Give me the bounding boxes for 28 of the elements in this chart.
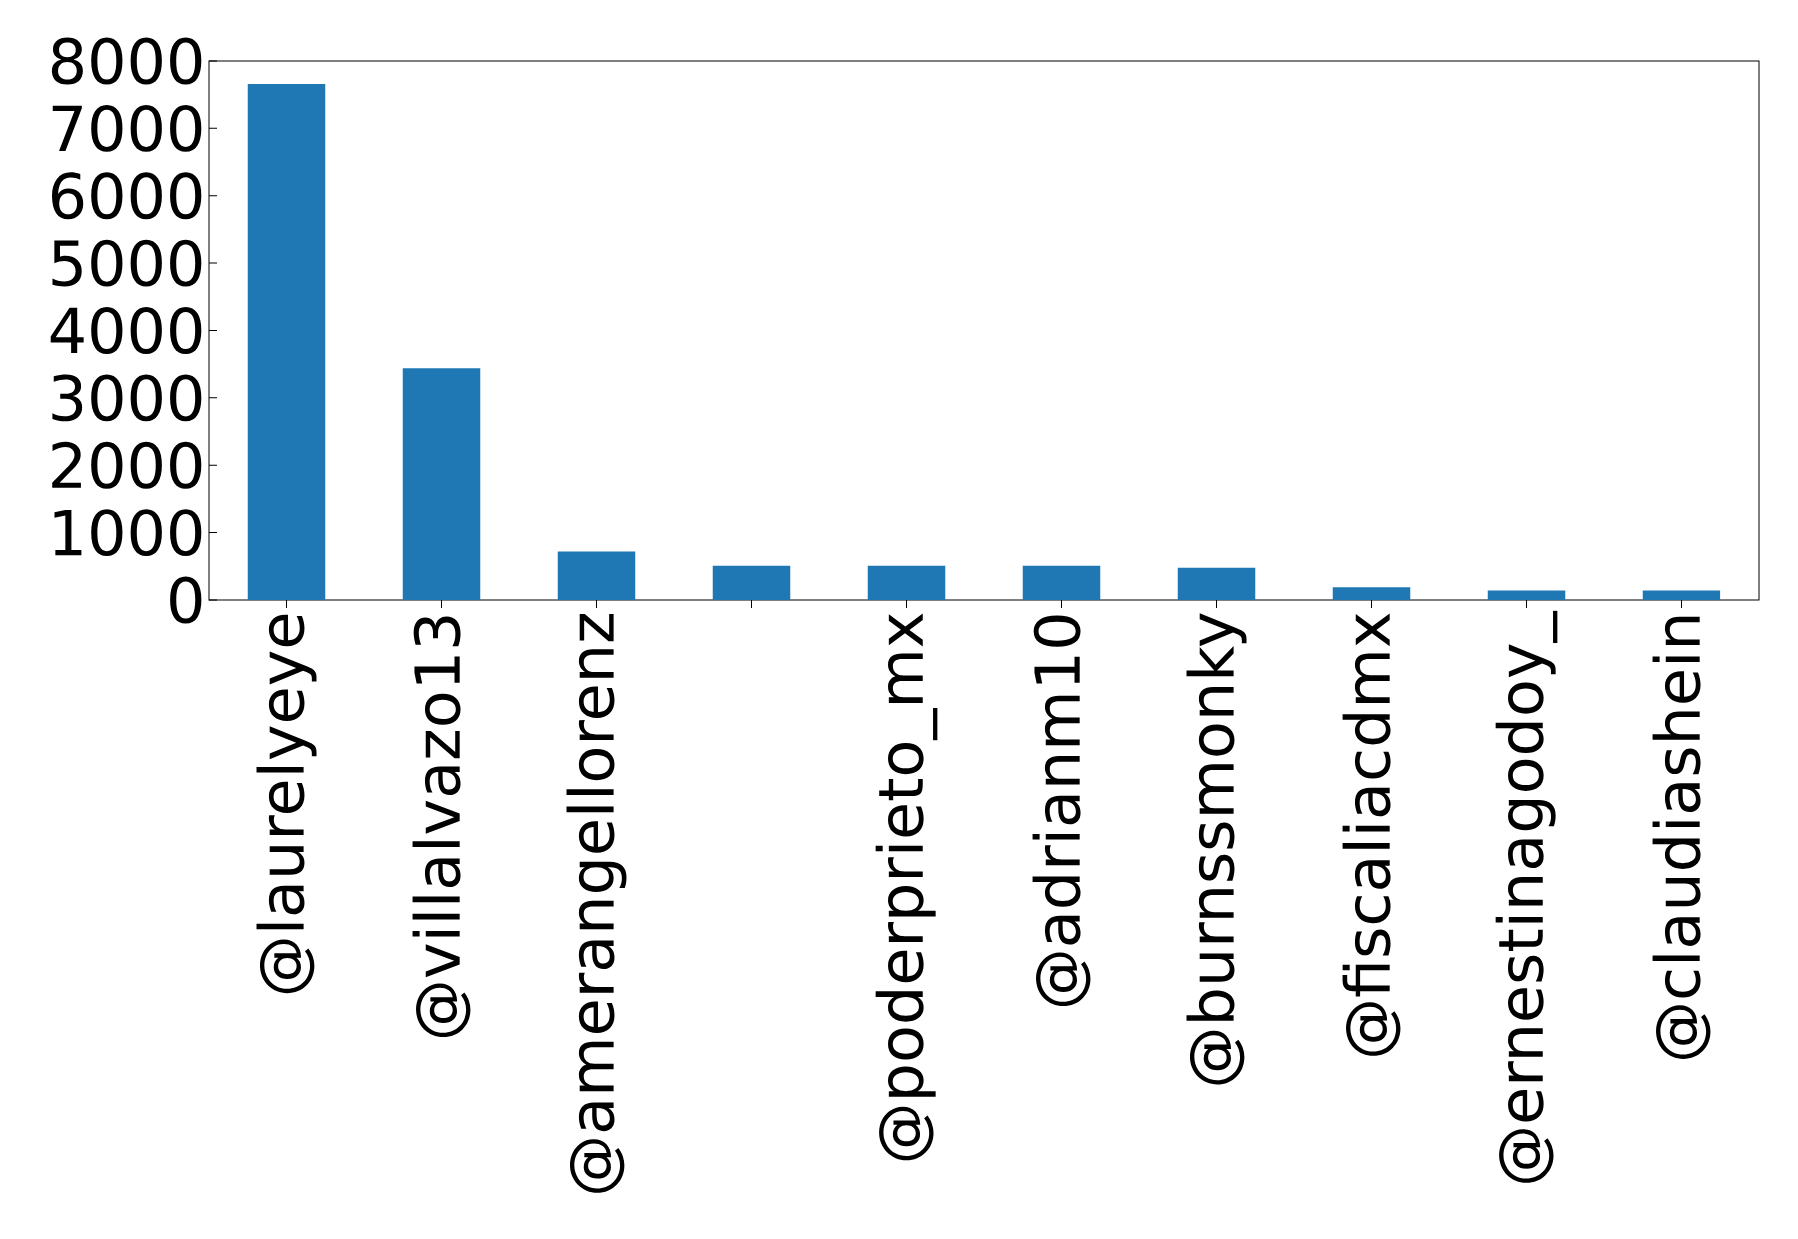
x-tick-label: @villalvazo13 — [412, 616, 471, 1038]
bar — [402, 368, 481, 600]
x-tick-label: @fiscaliacdmx — [1342, 613, 1401, 1056]
y-tick-label: 7000 — [52, 104, 202, 152]
bar — [557, 551, 636, 600]
bar — [1487, 590, 1566, 600]
x-tick-label: @laurelyeye — [256, 614, 317, 994]
bar — [1332, 587, 1411, 600]
x-tick-label: @ernestinagodoy_ — [1495, 610, 1558, 1183]
y-tick-label: 4000 — [50, 307, 202, 354]
y-tick-label: 2000 — [52, 441, 202, 489]
x-tick-label: @adrianm10 — [1032, 615, 1091, 1007]
x-tick-label: @claudiashein — [1652, 616, 1711, 1059]
x-tick-label: @amerangellorenz — [566, 614, 627, 1193]
bar — [1022, 565, 1101, 600]
x-tick-label: @burnssmonky — [1186, 613, 1247, 1085]
bar — [1177, 567, 1256, 600]
y-tick-label: 6000 — [52, 172, 202, 220]
bar — [867, 565, 946, 600]
y-tick-label: 1000 — [54, 509, 202, 557]
y-tick-label: 3000 — [52, 374, 202, 422]
bar — [247, 83, 326, 600]
y-tick-label: 8000 — [51, 37, 202, 85]
bar — [1642, 590, 1721, 600]
y-tick-label: 5000 — [52, 239, 202, 287]
x-tick-label: @poderprieto_mx — [875, 613, 938, 1161]
bar — [712, 565, 791, 600]
y-tick-label: 0 — [170, 576, 202, 624]
